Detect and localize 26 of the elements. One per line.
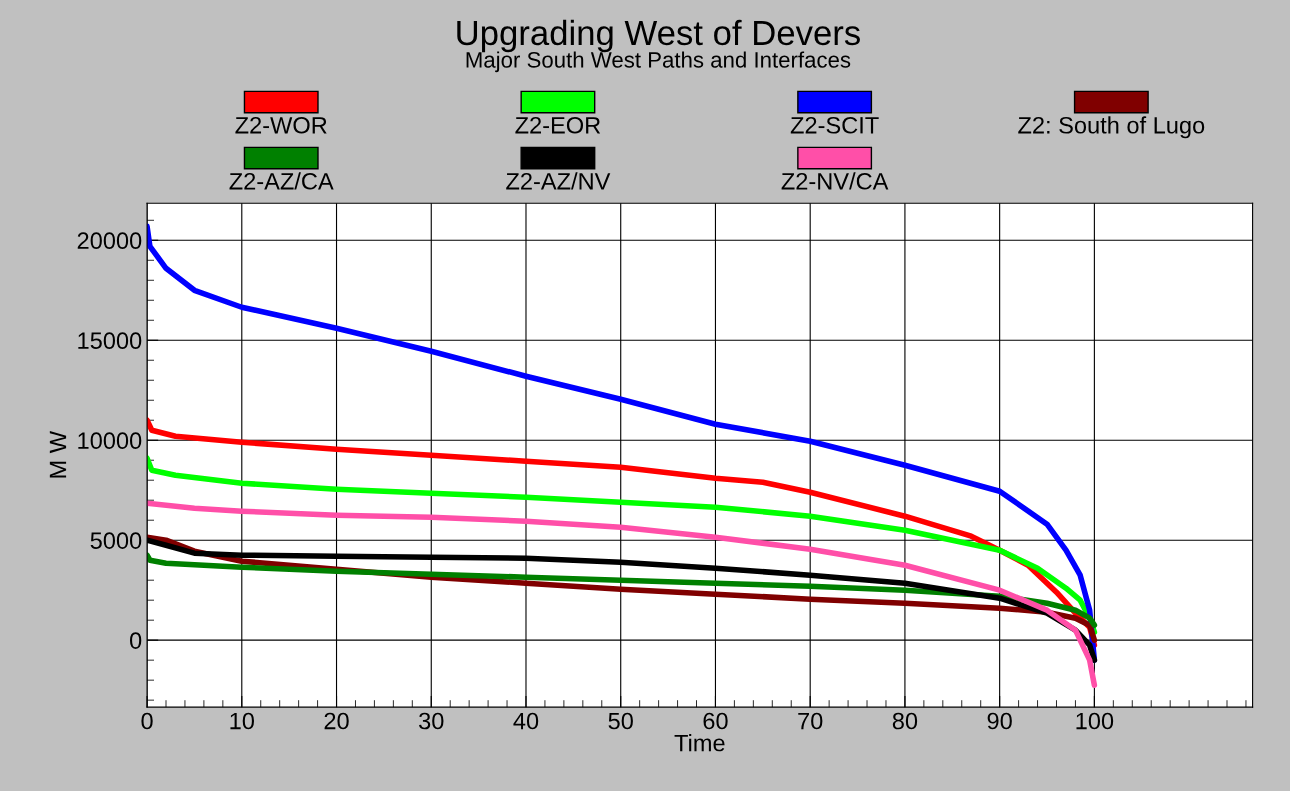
legend-label: Z2-WOR (235, 116, 327, 134)
legend-label: Z2-AZ/CA (229, 172, 334, 190)
y-tick-label: 15000 (78, 332, 142, 350)
y-axis-title: M W (49, 431, 67, 478)
x-tick-label: 50 (608, 712, 633, 730)
x-tick-label: 70 (798, 712, 823, 730)
x-tick-label: 30 (419, 712, 444, 730)
y-tick-label: 10000 (78, 432, 142, 450)
x-tick-label: 10 (230, 712, 254, 730)
x-tick-label: 20 (324, 712, 349, 730)
x-axis-title: Time (674, 734, 725, 752)
legend-label: Z2-NV/CA (781, 172, 889, 190)
y-tick-label: 20000 (77, 232, 142, 250)
legend-label: Z2-EOR (515, 116, 601, 134)
y-tick-label: 0 (129, 632, 142, 649)
x-tick-label: 100 (1076, 712, 1114, 730)
x-tick-label: 40 (513, 712, 539, 730)
chart-subtitle: Major South West Paths and Interfaces (466, 51, 851, 73)
x-tick-label: 60 (703, 712, 728, 730)
x-tick-label: 80 (892, 712, 918, 730)
x-tick-label: 90 (987, 712, 1012, 730)
x-tick-label: 0 (141, 712, 153, 730)
legend-label: Z2-SCIT (790, 116, 879, 134)
legend-label: Z2-AZ/NV (506, 172, 611, 190)
legend-label: Z2: South of Lugo (1018, 116, 1205, 139)
y-tick-label: 5000 (90, 532, 142, 549)
